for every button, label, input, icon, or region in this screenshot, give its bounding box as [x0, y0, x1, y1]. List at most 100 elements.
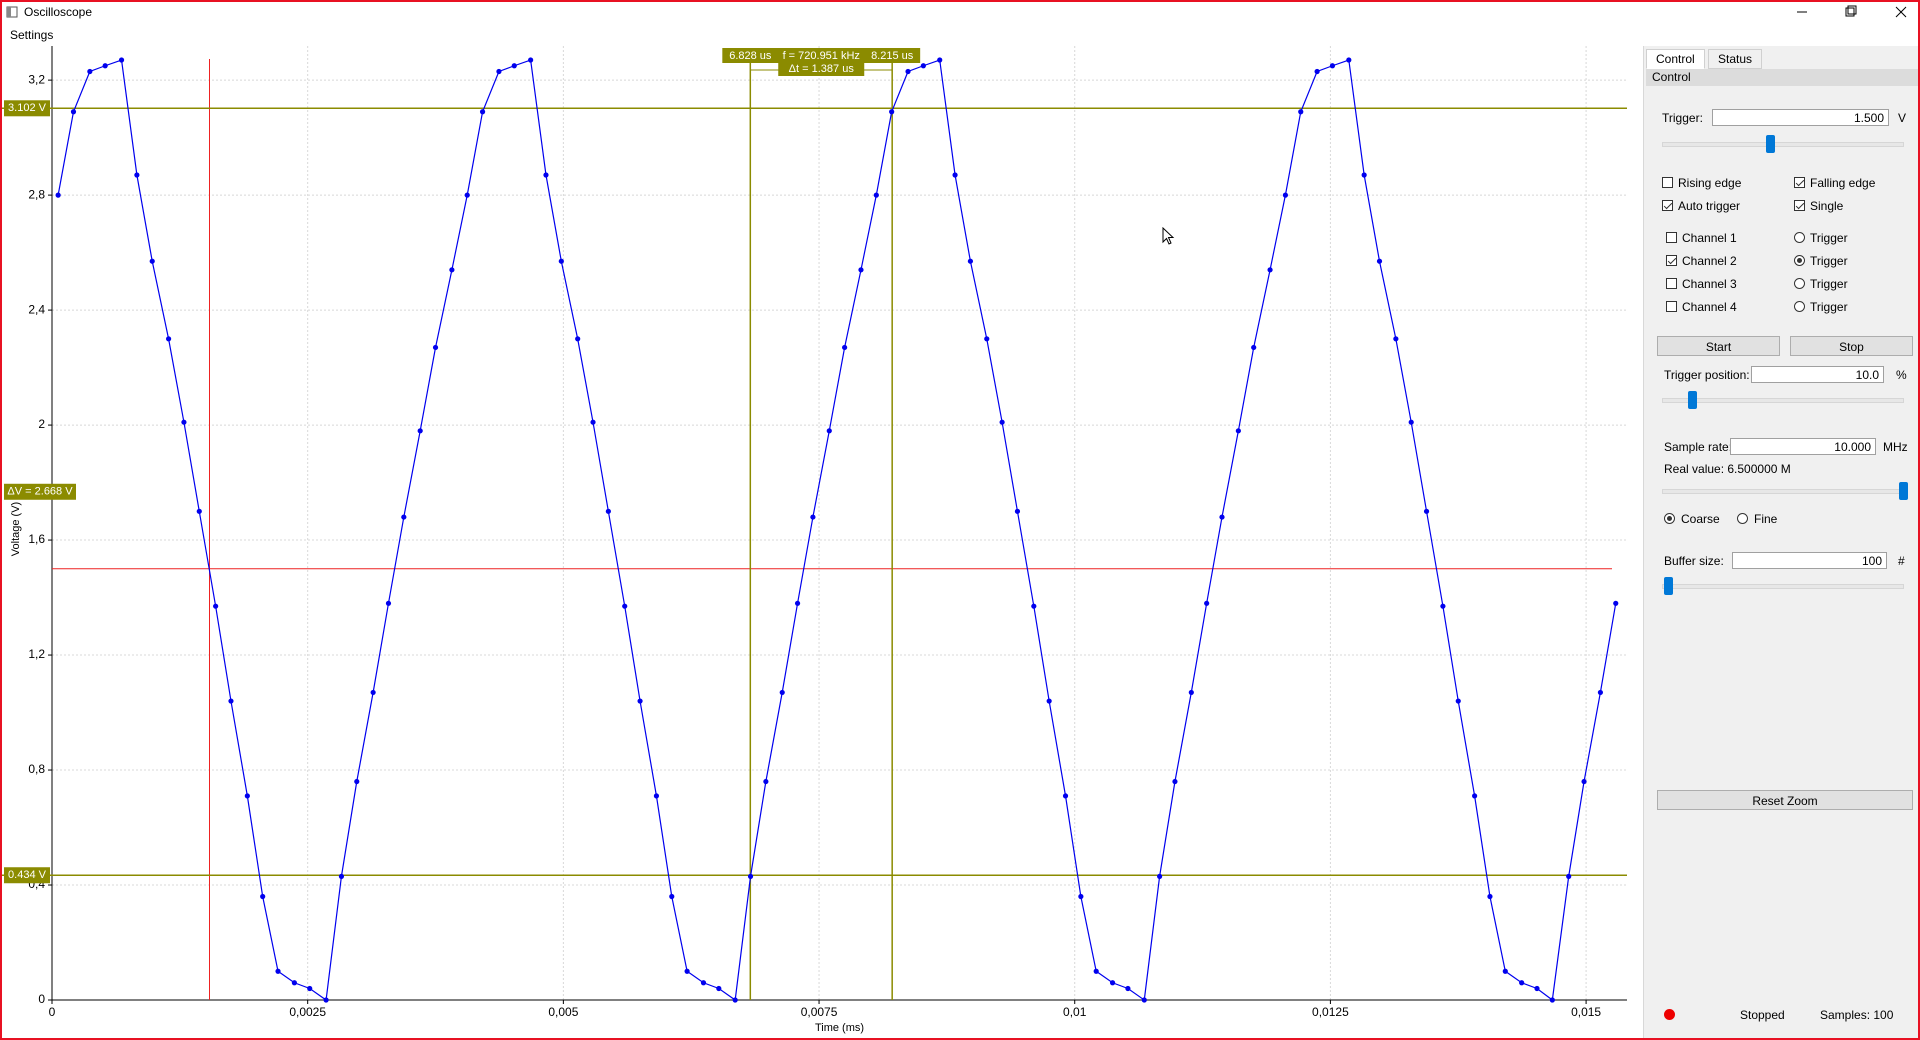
- slider-track: [1662, 142, 1904, 147]
- radio-button[interactable]: [1664, 513, 1675, 524]
- button[interactable]: Reset Zoom: [1657, 790, 1913, 810]
- sample-point: [244, 793, 250, 799]
- sample-point: [228, 698, 234, 704]
- label: Buffer size:: [1664, 554, 1724, 568]
- sample-point: [1613, 600, 1619, 606]
- sample-point: [622, 603, 628, 609]
- sample-point: [496, 68, 502, 75]
- window-controls[interactable]: [1792, 4, 1918, 20]
- cursor-label-box: [4, 867, 50, 884]
- slider[interactable]: [1664, 577, 1673, 595]
- tab[interactable]: Control: [1646, 49, 1705, 69]
- sample-point: [401, 514, 407, 520]
- plot: 00,40,81,21,622,42,83,20 0,0025 0,005 0,007…: [2, 46, 1627, 1034]
- menu-item[interactable]: Settings: [10, 28, 54, 42]
- text-input[interactable]: 10.0: [1751, 366, 1884, 383]
- sample-point: [1455, 698, 1461, 704]
- cursor-label-box: [4, 100, 50, 117]
- sample-point: [291, 980, 297, 986]
- sample-point: [937, 57, 943, 63]
- unit: %: [1896, 368, 1907, 382]
- sample-point: [70, 109, 77, 115]
- mouse-pointer: [1162, 227, 1175, 245]
- radio-button[interactable]: [1794, 278, 1805, 289]
- checkbox-label: Channel 4: [1682, 300, 1737, 314]
- tab[interactable]: Status: [1708, 49, 1763, 69]
- text-input[interactable]: 1.500: [1712, 109, 1889, 126]
- sample-point: [1566, 873, 1572, 879]
- sample-point: [1141, 997, 1147, 1003]
- app-icon: [6, 6, 18, 18]
- sample-point: [165, 336, 172, 342]
- radio-label: Trigger: [1810, 231, 1848, 245]
- sample-point: [716, 985, 722, 992]
- button[interactable]: Stop: [1790, 336, 1913, 356]
- sample-point: [1062, 793, 1069, 799]
- checkbox[interactable]: [1794, 177, 1805, 188]
- sample-point: [528, 57, 534, 63]
- checkbox[interactable]: [1666, 278, 1677, 289]
- slider-track: [1662, 584, 1904, 589]
- checkbox[interactable]: [1666, 255, 1677, 266]
- label: Sample rate:: [1664, 440, 1733, 454]
- sample-point: [637, 698, 643, 704]
- sample-point: [1078, 893, 1084, 900]
- slider[interactable]: [1766, 135, 1775, 153]
- sample-point: [1487, 893, 1493, 900]
- checkbox[interactable]: [1794, 200, 1805, 211]
- y-tick-label: 1,6: [28, 532, 45, 546]
- sample-point: [479, 109, 486, 115]
- button[interactable]: Start: [1657, 336, 1780, 356]
- sample-point: [181, 419, 187, 425]
- radio-button[interactable]: [1794, 301, 1805, 312]
- status-text: Samples: 100: [1820, 1008, 1894, 1022]
- sample-point: [417, 428, 423, 434]
- checkbox-label: Channel 2: [1682, 254, 1737, 268]
- checkbox[interactable]: [1666, 232, 1677, 243]
- sample-point: [323, 997, 329, 1003]
- checkbox-label: Channel 1: [1682, 231, 1737, 245]
- cursor-label-box: [778, 62, 865, 76]
- sample-point: [779, 689, 785, 696]
- sample-point: [967, 258, 974, 264]
- sample-point: [87, 68, 93, 75]
- cursor-label: Δt = 1.387 us: [789, 63, 855, 75]
- sample-point: [747, 873, 754, 879]
- sample-point: [1361, 172, 1367, 178]
- sample-point: [1502, 968, 1508, 974]
- sample-point: [102, 63, 108, 69]
- sample-point: [1440, 603, 1446, 609]
- sample-point: [118, 57, 125, 63]
- sample-point: [590, 419, 596, 425]
- text-input[interactable]: 100: [1732, 552, 1887, 569]
- slider-track: [1662, 489, 1904, 494]
- sample-point: [1519, 980, 1525, 986]
- radio-label: Trigger: [1810, 254, 1848, 268]
- x-tick-label: 0,01: [1063, 1005, 1087, 1019]
- checkbox[interactable]: [1666, 301, 1677, 312]
- slider[interactable]: [1688, 391, 1697, 409]
- cursor-label: 3.102 V: [8, 102, 47, 114]
- checkbox[interactable]: [1662, 177, 1673, 188]
- sample-point: [464, 192, 470, 198]
- sample-point: [1393, 336, 1399, 342]
- window-title: Oscilloscope: [24, 5, 93, 19]
- radio-button[interactable]: [1794, 232, 1805, 243]
- status-text: Stopped: [1740, 1008, 1785, 1022]
- plot-area: [52, 46, 1627, 1000]
- radio-button[interactable]: [1794, 255, 1805, 266]
- cursor-label: 6.828 us: [729, 50, 772, 62]
- cursor-label-box: [722, 48, 921, 63]
- radio-button[interactable]: [1737, 513, 1748, 524]
- text-input[interactable]: 10.000: [1730, 438, 1876, 455]
- sample-point: [1267, 267, 1273, 273]
- slider[interactable]: [1899, 482, 1908, 500]
- sample-point: [1157, 873, 1163, 879]
- checkbox[interactable]: [1662, 200, 1673, 211]
- sample-point: [1235, 428, 1241, 434]
- sample-point: [558, 258, 564, 264]
- sample-point: [1472, 793, 1478, 799]
- y-axis-label: Voltage (V): [10, 502, 22, 556]
- sample-point: [196, 508, 202, 514]
- radio-label: Trigger: [1810, 300, 1848, 314]
